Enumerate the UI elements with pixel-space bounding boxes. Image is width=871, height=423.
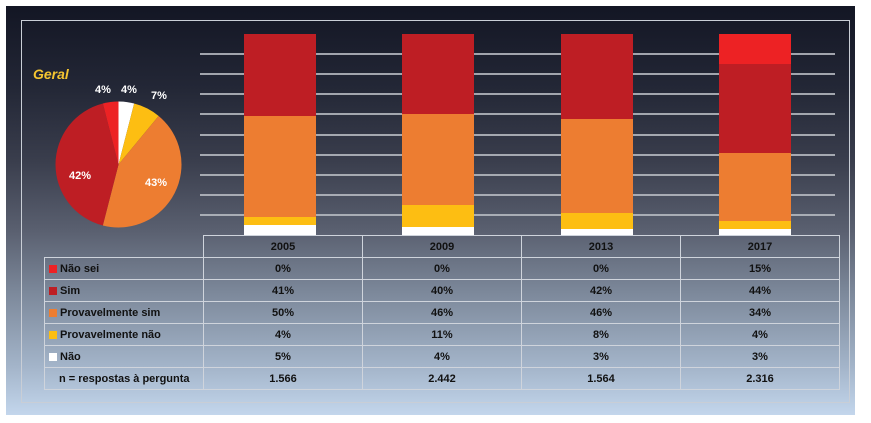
table-cell: 2.442 (362, 367, 522, 390)
pie-slice (118, 103, 159, 165)
year-header: 2013 (521, 235, 681, 258)
legend-swatch-nao-sei (49, 264, 57, 273)
gridline (200, 134, 835, 136)
pie-label-nao-sei: 4% (95, 84, 111, 96)
table-row-provavelmente-nao: Provavelmente não 4% 11% 8% 4% (44, 323, 840, 346)
table-cell: 0% (203, 257, 363, 280)
row-label: Sim (44, 279, 204, 302)
legend-swatch-sim (49, 286, 57, 295)
bar-segment (402, 113, 474, 206)
row-label: Não sei (44, 257, 204, 280)
table-cell: 40% (362, 279, 522, 302)
pie-title: Geral (33, 66, 69, 82)
bar-2005 (244, 34, 316, 235)
bar-segment (561, 119, 633, 213)
table-header-row: 2005 2009 2013 2017 (44, 235, 840, 258)
legend-swatch-provavelmente-sim (49, 308, 57, 317)
data-table: 2005 2009 2013 2017 Não sei 0% 0% 0% 15%… (44, 235, 840, 390)
bar-2017 (719, 34, 791, 235)
table-cell: 44% (680, 279, 840, 302)
pie-slice (102, 101, 119, 165)
row-label-text: Provavelmente não (60, 328, 161, 341)
table-cell: 4% (362, 345, 522, 368)
gridline (200, 214, 835, 216)
bar-segment (402, 227, 474, 235)
table-cell: 15% (680, 257, 840, 280)
pie-label-provavelmente-sim: 43% (145, 177, 168, 189)
table-cell: 34% (680, 301, 840, 324)
gridline (200, 113, 835, 115)
bar-segment (244, 34, 316, 117)
bar-segment (561, 212, 633, 229)
pie-label-sim: 42% (69, 170, 92, 182)
table-cell: 46% (362, 301, 522, 324)
legend-swatch-nao (49, 352, 57, 361)
bar-2009 (402, 34, 474, 235)
table-cell: 4% (680, 323, 840, 346)
bar-segment (244, 216, 316, 225)
table-cell: 8% (521, 323, 681, 346)
legend-swatch-provavelmente-nao (49, 330, 57, 339)
bar-segment (719, 228, 791, 235)
row-label: n = respostas à pergunta (44, 367, 204, 390)
table-row-n-respostas: n = respostas à pergunta 1.566 2.442 1.5… (44, 367, 840, 390)
year-header: 2005 (203, 235, 363, 258)
bar-segment (719, 220, 791, 229)
pie-slice (102, 115, 182, 228)
table-cell: 2.316 (680, 367, 840, 390)
table-cell: 46% (521, 301, 681, 324)
table-row-provavelmente-sim: Provavelmente sim 50% 46% 46% 34% (44, 301, 840, 324)
gridline (200, 194, 835, 196)
table-cell: 41% (203, 279, 363, 302)
table-cell: 5% (203, 345, 363, 368)
table-cell: 42% (521, 279, 681, 302)
bar-segment (244, 224, 316, 235)
bar-segment (719, 64, 791, 153)
table-cell: 3% (680, 345, 840, 368)
row-label-text: Não sei (60, 262, 100, 275)
bar-segment (719, 152, 791, 221)
bar-segment (402, 34, 474, 114)
gridline (200, 73, 835, 75)
pie-label-provavelmente-nao: 7% (151, 90, 167, 102)
row-label: Não (44, 345, 204, 368)
table-row-nao: Não 5% 4% 3% 3% (44, 345, 840, 368)
table-row-sim: Sim 41% 40% 42% 44% (44, 279, 840, 302)
pie-label-nao: 4% (121, 84, 137, 96)
table-cell: 1.566 (203, 367, 363, 390)
row-label-text: Não (60, 350, 81, 363)
table-cell: 4% (203, 323, 363, 346)
row-label: Provavelmente não (44, 323, 204, 346)
row-label-text: n = respostas à pergunta (59, 372, 190, 385)
gridline (200, 154, 835, 156)
row-label: Provavelmente sim (44, 301, 204, 324)
table-cell: 50% (203, 301, 363, 324)
gridline (200, 53, 835, 55)
bar-2013 (561, 34, 633, 235)
pie-chart (55, 101, 182, 228)
gridline (200, 174, 835, 176)
bar-segment (244, 116, 316, 217)
gridline (200, 93, 835, 95)
bar-segment (719, 34, 791, 65)
table-cell: 1.564 (521, 367, 681, 390)
bar-segment (402, 205, 474, 228)
table-cell: 0% (521, 257, 681, 280)
pie-slice (55, 103, 119, 226)
table-cell: 0% (362, 257, 522, 280)
year-header: 2009 (362, 235, 522, 258)
row-label-text: Sim (60, 284, 81, 297)
row-label-text: Provavelmente sim (60, 306, 161, 319)
year-header: 2017 (680, 235, 840, 258)
bar-segment (561, 228, 633, 235)
chart-frame (21, 20, 850, 403)
bar-segment (561, 34, 633, 120)
table-corner (44, 235, 204, 258)
table-cell: 11% (362, 323, 522, 346)
table-cell: 3% (521, 345, 681, 368)
table-row-nao-sei: Não sei 0% 0% 0% 15% (44, 257, 840, 280)
pie-slice (118, 101, 135, 165)
